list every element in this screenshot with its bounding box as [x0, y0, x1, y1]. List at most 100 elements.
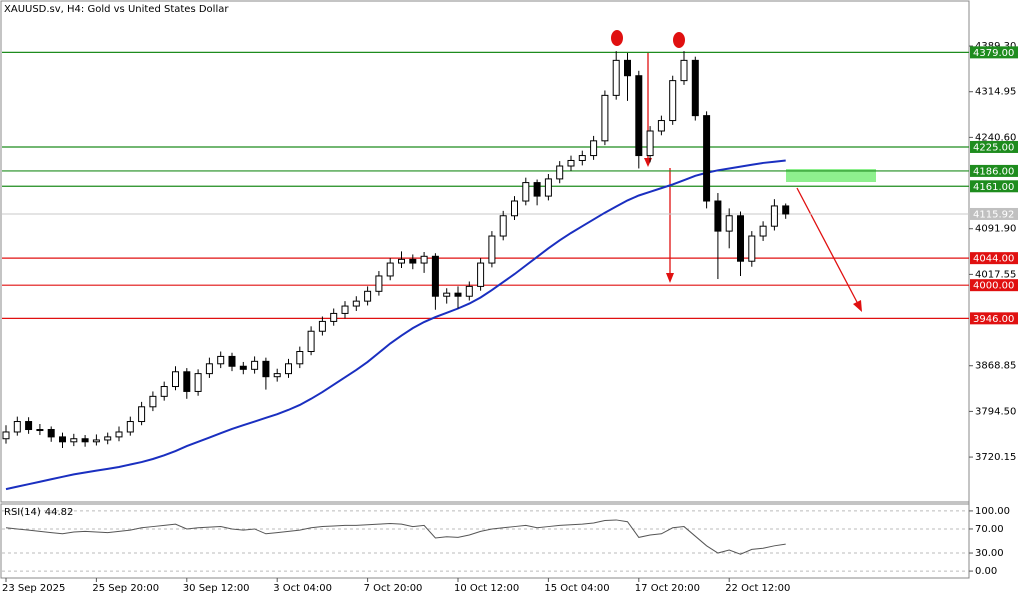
candle-body	[657, 120, 665, 132]
candle-body	[533, 182, 541, 197]
candle-body	[59, 436, 66, 443]
main-pane	[0, 0, 970, 503]
candle-body	[375, 275, 383, 292]
candle-body	[228, 355, 236, 367]
level-label-box	[970, 46, 1018, 59]
candle-body	[2, 431, 10, 440]
candle-body	[364, 290, 372, 302]
moving-average	[5, 159, 786, 491]
candle-body	[104, 436, 112, 441]
candle-body	[262, 360, 270, 378]
candle-body	[172, 371, 179, 388]
x-tick-label: 7 Oct 20:00	[364, 583, 423, 594]
x-tick-label: 17 Oct 20:00	[635, 583, 700, 594]
candle-body	[160, 386, 168, 397]
arrow-head	[853, 300, 862, 312]
candle-body	[544, 178, 552, 197]
rsi-last-value: 44.82	[45, 507, 74, 518]
x-tick-label: 30 Sep 12:00	[183, 583, 250, 594]
top-marker	[673, 32, 685, 48]
y-tick-label: 3720.15	[975, 452, 1016, 463]
level-label: 4161.00	[973, 182, 1014, 193]
candle-body	[431, 255, 439, 297]
candle-body	[285, 363, 292, 375]
candle-body	[70, 438, 78, 443]
y-tick-label: 3868.85	[975, 361, 1016, 372]
candle-body	[782, 205, 790, 215]
candle-body	[567, 159, 575, 167]
level-label-box	[970, 180, 1018, 193]
rsi-line	[5, 519, 786, 555]
candle-body	[759, 225, 767, 237]
candle-body	[714, 200, 722, 232]
candle-body	[624, 59, 631, 77]
x-tick-label: 22 Oct 12:00	[725, 583, 790, 594]
rsi-name: RSI(14)	[4, 507, 41, 518]
candle-body	[273, 373, 281, 378]
candle-body	[725, 215, 733, 232]
chart-title: XAUUSD.sv, H4: Gold vs United States Dol…	[4, 4, 229, 15]
x-tick-label: 15 Oct 04:00	[544, 583, 609, 594]
candle-body	[330, 312, 338, 322]
candle-body	[488, 235, 496, 264]
candle-body	[737, 215, 744, 262]
level-label: 3946.00	[973, 314, 1014, 325]
candle-body	[205, 363, 213, 375]
y-tick-label: 4091.90	[975, 224, 1016, 235]
candle-body	[578, 155, 586, 161]
y-tick-label: 3794.50	[975, 406, 1016, 417]
candle-body	[703, 115, 711, 202]
candle-body	[352, 300, 360, 307]
candle-body	[25, 421, 33, 431]
candle-body	[251, 360, 259, 370]
level-label-box	[970, 279, 1018, 292]
candle-body	[318, 320, 326, 332]
arrow-head	[666, 273, 674, 283]
candle-body	[477, 262, 485, 287]
candle-body	[409, 258, 417, 264]
candle-body	[296, 351, 304, 365]
rsi-tick-label: 30.00	[975, 548, 1004, 559]
candle-body	[149, 395, 157, 408]
level-label-box	[970, 312, 1018, 325]
candle-body	[612, 59, 620, 96]
candle-body	[420, 255, 428, 264]
rsi-tick-label: 70.00	[975, 524, 1004, 535]
level-label: 4186.00	[973, 166, 1014, 177]
candle-body	[522, 182, 530, 202]
candle-body	[386, 262, 394, 277]
candle-body	[590, 140, 598, 157]
candle-body	[635, 75, 643, 157]
level-label-box	[970, 252, 1018, 265]
level-label: 4225.00	[973, 142, 1014, 153]
candle-body	[601, 94, 609, 142]
candle-body	[47, 429, 55, 438]
top-marker	[611, 30, 623, 46]
rsi-title: RSI(14) 44.82	[4, 507, 73, 518]
candle-body	[748, 235, 756, 262]
candle-body	[194, 373, 202, 392]
candle-body	[92, 439, 100, 443]
candle-body	[115, 431, 123, 438]
supply-zone	[786, 169, 876, 182]
candle-body	[770, 205, 778, 227]
candle-body	[81, 438, 89, 443]
candle-body	[36, 429, 44, 432]
rsi-tick-label: 100.00	[975, 506, 1010, 517]
candle-body	[239, 365, 247, 370]
x-tick-label: 25 Sep 20:00	[92, 583, 159, 594]
current-price-box	[970, 207, 1018, 220]
level-label: 4044.00	[973, 254, 1014, 265]
candle-body	[443, 292, 451, 297]
candle-body	[680, 59, 688, 82]
candle-body	[556, 165, 564, 180]
rsi-tick-label: 0.00	[975, 566, 997, 577]
x-tick-label: 23 Sep 2025	[2, 583, 65, 594]
x-tick-label: 10 Oct 12:00	[454, 583, 519, 594]
plot: 4389.304314.954240.604091.904017.553868.…	[2, 41, 1018, 594]
candle-body	[465, 285, 473, 297]
candle-body	[691, 59, 699, 117]
candle-body	[126, 421, 134, 433]
rsi-pane	[0, 503, 970, 579]
